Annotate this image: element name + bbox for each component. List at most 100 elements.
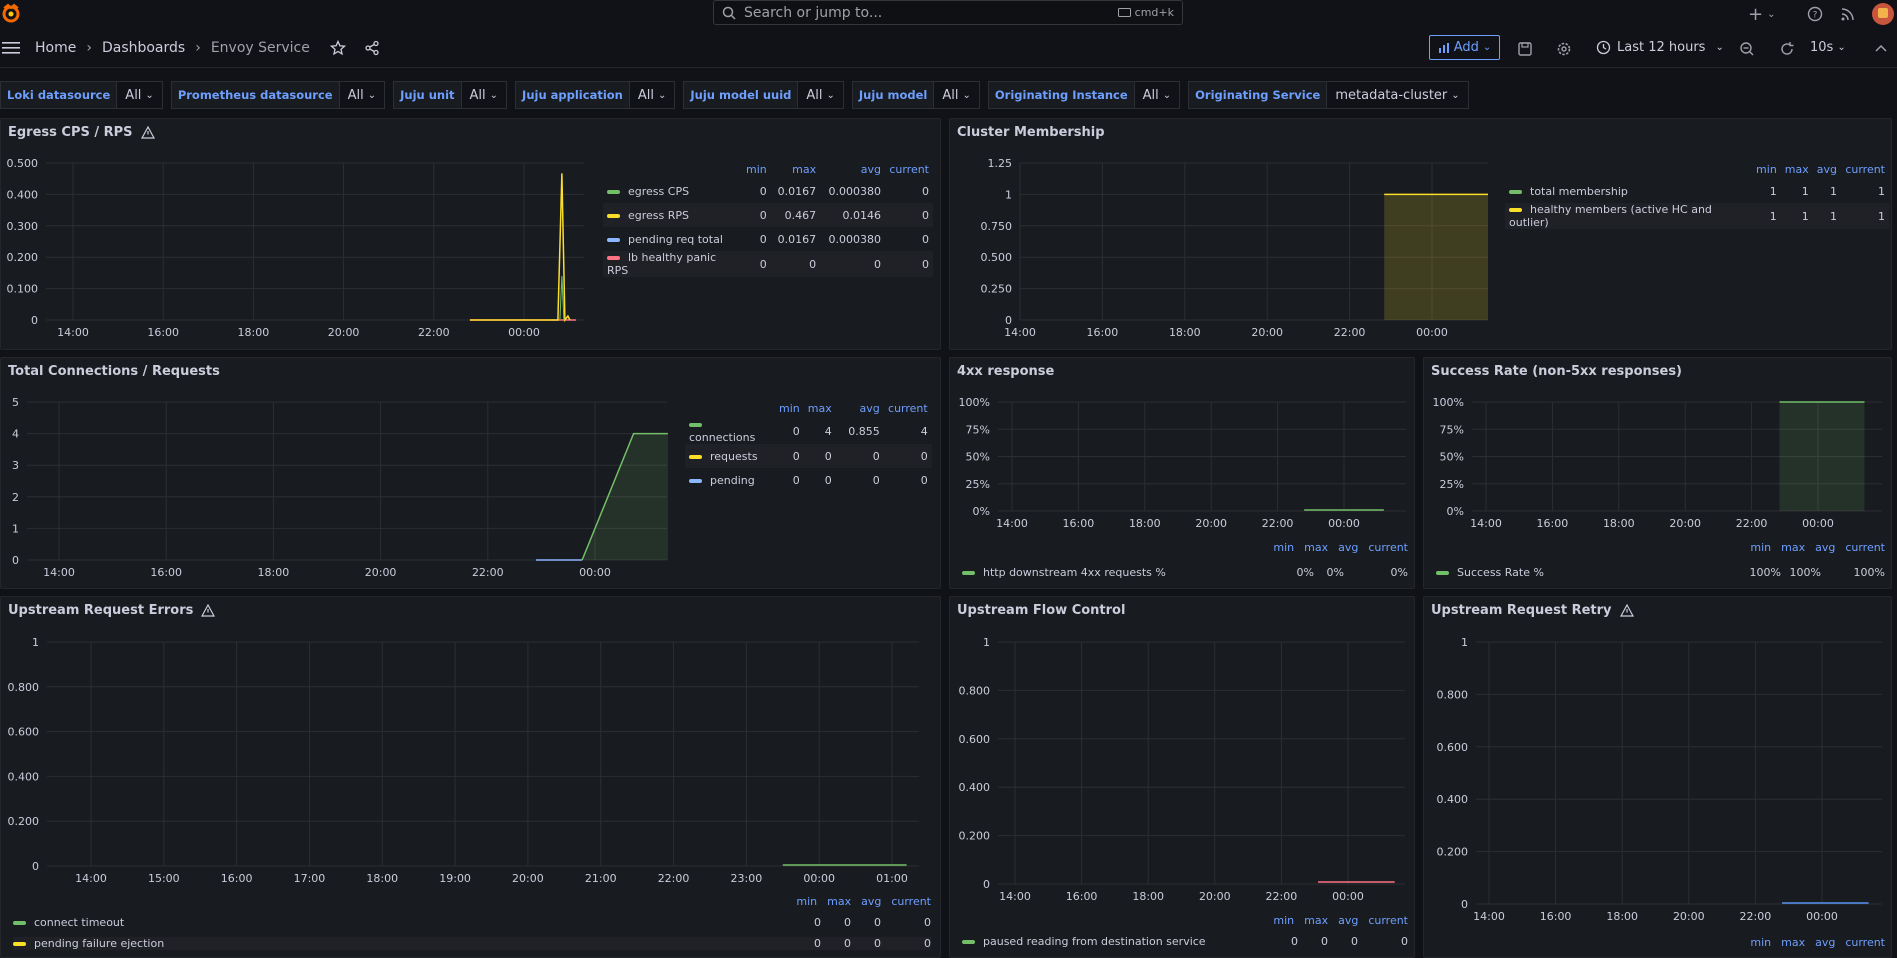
- zoom-out-icon[interactable]: [1738, 40, 1756, 58]
- legend-header-avg[interactable]: avg: [1816, 162, 1837, 176]
- help-icon[interactable]: ?: [1807, 6, 1823, 22]
- legend-row[interactable]: connect timeout 0 0 0 0: [13, 916, 931, 929]
- rss-icon[interactable]: [1840, 6, 1856, 22]
- legend-header-avg[interactable]: avg: [861, 895, 882, 908]
- x-tick-label: 22:00: [1266, 890, 1298, 903]
- warning-icon[interactable]: [1619, 604, 1634, 617]
- gear-icon[interactable]: [1555, 40, 1573, 58]
- time-range-picker[interactable]: Last 12 hours ⌄: [1596, 40, 1724, 55]
- variable-select[interactable]: All ⌄: [339, 81, 386, 109]
- legend-header-current[interactable]: current: [1845, 162, 1885, 176]
- panel-success-rate[interactable]: 0% 25% 50% 75% 100% 14:00 16:00 18:00 20:00 22:00…: [1423, 357, 1892, 589]
- variable-juju-unit[interactable]: Juju unit All ⌄: [393, 81, 508, 109]
- y-tick-label: 2: [12, 491, 19, 504]
- variable-select[interactable]: metadata-cluster ⌄: [1327, 81, 1469, 109]
- legend-header-avg[interactable]: avg: [860, 162, 882, 176]
- grafana-logo-icon[interactable]: [0, 2, 22, 24]
- legend-header-avg[interactable]: avg: [859, 401, 880, 415]
- legend-header-min[interactable]: min: [1750, 936, 1772, 949]
- variable-juju-model[interactable]: Juju model All ⌄: [851, 81, 980, 109]
- variable-select[interactable]: All ⌄: [461, 81, 508, 109]
- panel-total-connections[interactable]: 0 1 2 3 4 5 14:00 16:00 18:00 20:00 22:00 00:00 Tot…: [0, 357, 941, 589]
- variable-prometheus-datasource[interactable]: Prometheus datasource All ⌄: [170, 81, 386, 109]
- legend-header-current[interactable]: current: [891, 895, 931, 908]
- series-area-fill: [1779, 402, 1865, 511]
- legend-row[interactable]: connections 0 4 0.855 4: [685, 418, 932, 444]
- legend-header-min[interactable]: min: [1273, 541, 1295, 554]
- legend-header-max[interactable]: max: [1304, 541, 1329, 554]
- legend-row[interactable]: pending failure ejection 0 0 0 0: [13, 937, 931, 950]
- refresh-interval-picker[interactable]: 10s ⌄: [1810, 40, 1846, 55]
- save-icon[interactable]: [1516, 40, 1534, 58]
- variable-loki-datasource[interactable]: Loki datasource All ⌄: [0, 81, 163, 109]
- legend-row[interactable]: pending req total 0 0.0167 0.000380 0: [603, 227, 933, 251]
- legend-header-avg[interactable]: avg: [1815, 936, 1836, 949]
- variable-originating-service[interactable]: Originating Service metadata-cluster ⌄: [1188, 81, 1469, 109]
- avatar[interactable]: [1872, 3, 1894, 25]
- legend-header-max[interactable]: max: [1304, 914, 1329, 927]
- legend-header-min[interactable]: min: [1756, 162, 1777, 176]
- legend-header-max[interactable]: max: [792, 162, 817, 176]
- legend-series-name: egress RPS: [628, 208, 690, 222]
- variable-select[interactable]: All ⌄: [629, 81, 676, 109]
- panel-upstream-request-retry[interactable]: 0 0.200 0.400 0.600 0.800 1 14:00 16:00 18:00 20:…: [1423, 596, 1892, 958]
- breadcrumb-dashboards[interactable]: Dashboards: [101, 40, 186, 56]
- legend-header-max[interactable]: max: [807, 401, 832, 415]
- panel-egress-cps-rps[interactable]: 0 0.100 0.200 0.300 0.400 0.500 14:00 16:00 18:0…: [0, 118, 941, 350]
- legend-row[interactable]: requests 0 0 0 0: [685, 444, 932, 468]
- legend-header-max[interactable]: max: [827, 895, 852, 908]
- legend-row[interactable]: http downstream 4xx requests % 0% 0% 0%: [962, 566, 1408, 579]
- legend-header-current[interactable]: current: [1368, 541, 1408, 554]
- variable-select[interactable]: All ⌄: [117, 81, 163, 109]
- variable-select[interactable]: All ⌄: [798, 81, 844, 109]
- breadcrumb-home[interactable]: Home: [35, 40, 77, 56]
- variable-juju-application[interactable]: Juju application All ⌄: [515, 81, 676, 109]
- new-menu-button[interactable]: + ⌄: [1748, 4, 1775, 25]
- panel-title-text: Upstream Request Errors: [8, 603, 194, 618]
- legend-row[interactable]: egress CPS 0 0.0167 0.000380 0: [603, 179, 933, 203]
- panel-upstream-request-errors[interactable]: 0 0.200 0.400 0.600 0.800 1 14:00 15:00 16:00 17:…: [0, 596, 941, 958]
- legend-row[interactable]: lb healthy panic RPS 0 0 0 0: [603, 251, 933, 277]
- variable-originating-instance[interactable]: Originating Instance All ⌄: [987, 81, 1181, 109]
- legend-row[interactable]: egress RPS 0 0.467 0.0146 0: [603, 203, 933, 227]
- legend-header-current[interactable]: current: [1845, 936, 1885, 949]
- legend-header-min[interactable]: min: [796, 895, 818, 908]
- legend-header-current[interactable]: current: [1368, 914, 1408, 927]
- warning-icon[interactable]: [201, 604, 216, 617]
- legend-header-current[interactable]: current: [889, 162, 929, 176]
- legend-header-max[interactable]: max: [1781, 936, 1806, 949]
- y-tick-label: 0.200: [1437, 846, 1469, 859]
- panel-4xx-response[interactable]: 0% 25% 50% 75% 100% 14:00 16:00 18:00 20:00 22:00…: [949, 357, 1415, 589]
- legend-header-min[interactable]: min: [746, 162, 767, 176]
- legend-header-min[interactable]: min: [779, 401, 800, 415]
- legend-header-avg[interactable]: avg: [1338, 914, 1359, 927]
- variable-select[interactable]: All ⌄: [934, 81, 980, 109]
- legend-min: 0: [734, 251, 771, 277]
- variable-juju-model-uuid[interactable]: Juju model uuid All ⌄: [683, 81, 844, 109]
- refresh-icon[interactable]: [1778, 40, 1796, 58]
- legend-row[interactable]: paused reading from destination service 0…: [962, 935, 1408, 948]
- star-icon[interactable]: [329, 40, 346, 56]
- legend-header-max[interactable]: max: [1784, 162, 1809, 176]
- panel-title: Upstream Request Retry: [1431, 603, 1634, 618]
- legend-header-max[interactable]: max: [1781, 541, 1806, 554]
- chevron-up-icon[interactable]: [1872, 40, 1890, 58]
- legend-row[interactable]: Success Rate % 100% 100% 100%: [1436, 566, 1885, 579]
- panel-cluster-membership[interactable]: 0 0.250 0.500 0.750 1 1.25 14:00 16:00 18:00 20:0…: [949, 118, 1892, 350]
- legend-header-avg[interactable]: avg: [1338, 541, 1359, 554]
- add-button[interactable]: Add ⌄: [1429, 35, 1500, 60]
- legend-row[interactable]: pending 0 0 0 0: [685, 468, 932, 492]
- legend-header-current[interactable]: current: [888, 401, 928, 415]
- legend-row[interactable]: healthy members (active HC and outlier) 1…: [1505, 203, 1889, 229]
- legend-header-avg[interactable]: avg: [1815, 541, 1836, 554]
- menu-icon[interactable]: [2, 42, 20, 54]
- search-input[interactable]: Search or jump to... cmd+k: [713, 0, 1183, 25]
- legend-header-current[interactable]: current: [1845, 541, 1885, 554]
- warning-icon[interactable]: [140, 126, 155, 139]
- legend-header-min[interactable]: min: [1750, 541, 1772, 554]
- variable-select[interactable]: All ⌄: [1134, 81, 1181, 109]
- legend-header-min[interactable]: min: [1273, 914, 1295, 927]
- panel-upstream-flow-control[interactable]: 0 0.200 0.400 0.600 0.800 1 14:00 16:00 18:00 20:…: [949, 596, 1415, 958]
- legend-row[interactable]: total membership 1 1 1 1: [1505, 179, 1889, 203]
- share-icon[interactable]: [364, 40, 380, 56]
